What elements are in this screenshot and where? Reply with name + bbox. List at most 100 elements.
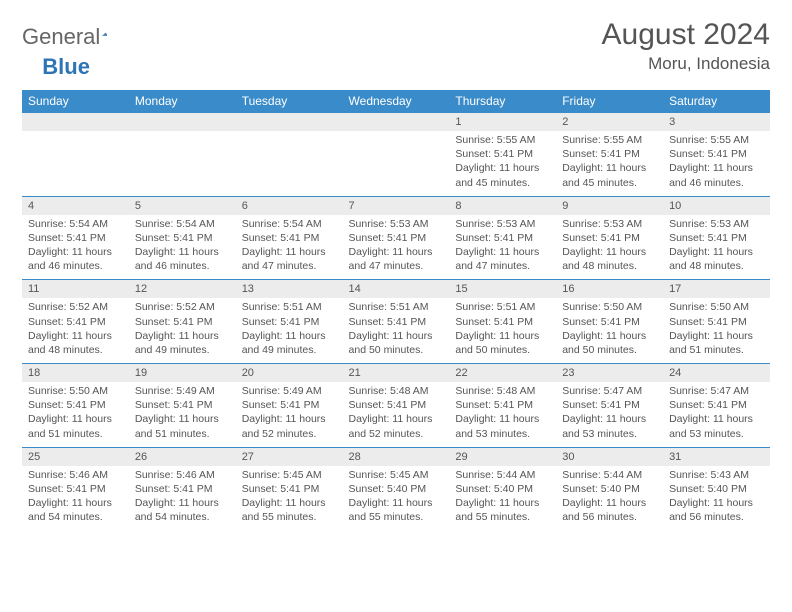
sunset-text: Sunset: 5:40 PM xyxy=(562,482,657,496)
sunrise-text: Sunrise: 5:50 AM xyxy=(28,384,123,398)
day-info-cell: Sunrise: 5:51 AMSunset: 5:41 PMDaylight:… xyxy=(343,298,450,363)
sunrise-text: Sunrise: 5:50 AM xyxy=(669,300,764,314)
daylight-text-2: and 55 minutes. xyxy=(349,510,444,524)
sunrise-text: Sunrise: 5:44 AM xyxy=(562,468,657,482)
daylight-text-1: Daylight: 11 hours xyxy=(135,329,230,343)
daylight-text-2: and 49 minutes. xyxy=(135,343,230,357)
sunrise-text: Sunrise: 5:53 AM xyxy=(562,217,657,231)
weekday-fri: Friday xyxy=(556,90,663,113)
sunset-text: Sunset: 5:41 PM xyxy=(562,231,657,245)
sunrise-text: Sunrise: 5:44 AM xyxy=(455,468,550,482)
day-number-cell: 16 xyxy=(556,280,663,299)
sunrise-text: Sunrise: 5:47 AM xyxy=(562,384,657,398)
daylight-text-1: Daylight: 11 hours xyxy=(669,245,764,259)
daylight-text-2: and 45 minutes. xyxy=(562,176,657,190)
sunrise-text: Sunrise: 5:52 AM xyxy=(28,300,123,314)
sunset-text: Sunset: 5:41 PM xyxy=(455,147,550,161)
daylight-text-1: Daylight: 11 hours xyxy=(242,245,337,259)
day-info-cell: Sunrise: 5:55 AMSunset: 5:41 PMDaylight:… xyxy=(663,131,770,196)
day-number-row: 45678910 xyxy=(22,196,770,215)
sunset-text: Sunset: 5:41 PM xyxy=(28,231,123,245)
month-title: August 2024 xyxy=(602,18,770,52)
day-info-cell: Sunrise: 5:46 AMSunset: 5:41 PMDaylight:… xyxy=(129,466,236,531)
sunrise-text: Sunrise: 5:46 AM xyxy=(135,468,230,482)
day-info-cell: Sunrise: 5:50 AMSunset: 5:41 PMDaylight:… xyxy=(22,382,129,447)
day-number-cell: 28 xyxy=(343,447,450,466)
weekday-mon: Monday xyxy=(129,90,236,113)
daylight-text-2: and 46 minutes. xyxy=(669,176,764,190)
daylight-text-2: and 50 minutes. xyxy=(455,343,550,357)
daylight-text-2: and 45 minutes. xyxy=(455,176,550,190)
day-number-cell: 30 xyxy=(556,447,663,466)
sunset-text: Sunset: 5:41 PM xyxy=(135,398,230,412)
day-number-cell: 13 xyxy=(236,280,343,299)
day-info-cell: Sunrise: 5:50 AMSunset: 5:41 PMDaylight:… xyxy=(556,298,663,363)
day-number-cell xyxy=(236,113,343,131)
daylight-text-1: Daylight: 11 hours xyxy=(669,412,764,426)
weekday-sat: Saturday xyxy=(663,90,770,113)
day-info-cell: Sunrise: 5:46 AMSunset: 5:41 PMDaylight:… xyxy=(22,466,129,531)
daylight-text-1: Daylight: 11 hours xyxy=(455,245,550,259)
daylight-text-2: and 47 minutes. xyxy=(349,259,444,273)
day-number-cell: 5 xyxy=(129,196,236,215)
daylight-text-1: Daylight: 11 hours xyxy=(455,496,550,510)
sunrise-text: Sunrise: 5:53 AM xyxy=(669,217,764,231)
day-number-cell: 12 xyxy=(129,280,236,299)
triangle-icon xyxy=(102,23,107,45)
sunrise-text: Sunrise: 5:49 AM xyxy=(242,384,337,398)
daylight-text-1: Daylight: 11 hours xyxy=(562,412,657,426)
day-number-row: 11121314151617 xyxy=(22,280,770,299)
day-info-cell: Sunrise: 5:50 AMSunset: 5:41 PMDaylight:… xyxy=(663,298,770,363)
day-number-row: 18192021222324 xyxy=(22,364,770,383)
sunset-text: Sunset: 5:41 PM xyxy=(28,398,123,412)
daylight-text-1: Daylight: 11 hours xyxy=(349,412,444,426)
day-number-cell: 29 xyxy=(449,447,556,466)
day-info-cell: Sunrise: 5:52 AMSunset: 5:41 PMDaylight:… xyxy=(129,298,236,363)
sunset-text: Sunset: 5:41 PM xyxy=(669,315,764,329)
day-info-cell: Sunrise: 5:48 AMSunset: 5:41 PMDaylight:… xyxy=(449,382,556,447)
day-info-cell: Sunrise: 5:45 AMSunset: 5:41 PMDaylight:… xyxy=(236,466,343,531)
day-info-cell: Sunrise: 5:54 AMSunset: 5:41 PMDaylight:… xyxy=(129,215,236,280)
day-info-cell: Sunrise: 5:52 AMSunset: 5:41 PMDaylight:… xyxy=(22,298,129,363)
day-number-cell xyxy=(22,113,129,131)
day-number-row: 123 xyxy=(22,113,770,131)
daylight-text-2: and 55 minutes. xyxy=(455,510,550,524)
day-number-cell: 25 xyxy=(22,447,129,466)
brand-part1: General xyxy=(22,24,100,50)
sunset-text: Sunset: 5:41 PM xyxy=(242,482,337,496)
daylight-text-2: and 49 minutes. xyxy=(242,343,337,357)
daylight-text-2: and 48 minutes. xyxy=(562,259,657,273)
sunrise-text: Sunrise: 5:45 AM xyxy=(242,468,337,482)
day-number-cell: 26 xyxy=(129,447,236,466)
sunrise-text: Sunrise: 5:51 AM xyxy=(349,300,444,314)
sunset-text: Sunset: 5:41 PM xyxy=(28,482,123,496)
daylight-text-1: Daylight: 11 hours xyxy=(349,245,444,259)
sunset-text: Sunset: 5:41 PM xyxy=(242,315,337,329)
daylight-text-1: Daylight: 11 hours xyxy=(135,412,230,426)
day-info-cell: Sunrise: 5:53 AMSunset: 5:41 PMDaylight:… xyxy=(663,215,770,280)
sunset-text: Sunset: 5:41 PM xyxy=(562,315,657,329)
day-info-row: Sunrise: 5:50 AMSunset: 5:41 PMDaylight:… xyxy=(22,382,770,447)
daylight-text-2: and 47 minutes. xyxy=(455,259,550,273)
daylight-text-2: and 53 minutes. xyxy=(455,427,550,441)
day-info-cell: Sunrise: 5:49 AMSunset: 5:41 PMDaylight:… xyxy=(236,382,343,447)
day-info-cell: Sunrise: 5:45 AMSunset: 5:40 PMDaylight:… xyxy=(343,466,450,531)
sunset-text: Sunset: 5:41 PM xyxy=(562,147,657,161)
day-info-cell: Sunrise: 5:53 AMSunset: 5:41 PMDaylight:… xyxy=(556,215,663,280)
day-number-cell: 2 xyxy=(556,113,663,131)
day-info-cell: Sunrise: 5:53 AMSunset: 5:41 PMDaylight:… xyxy=(343,215,450,280)
sunrise-text: Sunrise: 5:48 AM xyxy=(455,384,550,398)
sunrise-text: Sunrise: 5:54 AM xyxy=(135,217,230,231)
day-info-cell: Sunrise: 5:55 AMSunset: 5:41 PMDaylight:… xyxy=(556,131,663,196)
day-info-cell xyxy=(22,131,129,196)
day-number-cell: 24 xyxy=(663,364,770,383)
location-label: Moru, Indonesia xyxy=(602,54,770,74)
calendar-body: 123Sunrise: 5:55 AMSunset: 5:41 PMDaylig… xyxy=(22,113,770,530)
day-info-row: Sunrise: 5:55 AMSunset: 5:41 PMDaylight:… xyxy=(22,131,770,196)
daylight-text-1: Daylight: 11 hours xyxy=(28,245,123,259)
sunset-text: Sunset: 5:41 PM xyxy=(135,231,230,245)
daylight-text-1: Daylight: 11 hours xyxy=(28,496,123,510)
daylight-text-1: Daylight: 11 hours xyxy=(28,329,123,343)
daylight-text-1: Daylight: 11 hours xyxy=(242,329,337,343)
daylight-text-2: and 52 minutes. xyxy=(242,427,337,441)
